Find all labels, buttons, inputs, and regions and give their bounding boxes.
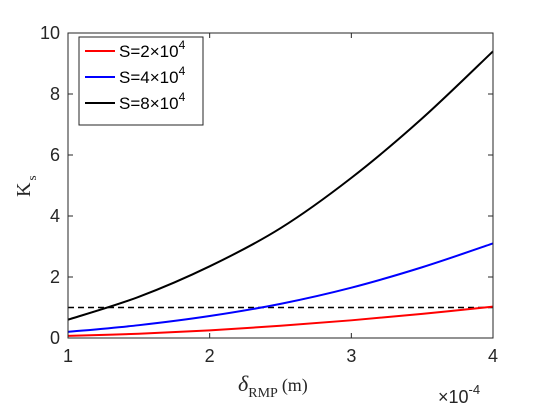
axes: 1 2 3 4 0 2 4 6 8 10 — [40, 23, 498, 366]
y-tick-label: 8 — [50, 84, 60, 104]
x-tick-label: 4 — [488, 346, 498, 366]
x-axis-label-sub: RMP — [248, 386, 278, 401]
legend: S=2×104 S=4×104 S=8×104 — [78, 36, 204, 126]
legend-label: S=2×104 — [119, 38, 186, 61]
y-axis-label-sub: s — [24, 175, 39, 180]
axis-labels: Ks δRMP (m) ×10-4 — [13, 175, 480, 407]
series-line-2 — [67, 242, 494, 333]
legend-label-exponent: 4 — [179, 64, 186, 78]
x-tick-label: 2 — [205, 346, 215, 366]
y-tick-label: 2 — [50, 267, 60, 287]
legend-label-exponent: 4 — [179, 38, 186, 52]
series-line-3 — [67, 50, 494, 321]
x-axis-label: δRMP (m) — [238, 371, 308, 401]
y-axis-label-main: K — [13, 182, 35, 197]
legend-label: S=4×104 — [119, 64, 186, 87]
series-line-1 — [67, 305, 494, 337]
x-exponent-label: ×10-4 — [438, 382, 480, 407]
y-tick-label: 4 — [50, 206, 60, 226]
x-axis-label-main: δ — [238, 371, 249, 396]
legend-label: S=8×104 — [119, 90, 186, 113]
x-exponent-base: ×10 — [438, 387, 469, 407]
y-tick-label: 10 — [40, 23, 60, 43]
x-exponent-power: -4 — [469, 382, 481, 397]
x-tick-label: 3 — [346, 346, 356, 366]
x-axis-label-unit: (m) — [282, 375, 308, 396]
legend-label-exponent: 4 — [179, 90, 186, 104]
y-axis-label: Ks — [13, 175, 39, 197]
plot-area — [67, 50, 494, 337]
axes-box — [67, 32, 494, 339]
y-tick-label: 0 — [50, 328, 60, 348]
y-tick-label: 6 — [50, 145, 60, 165]
x-tick-label: 1 — [63, 346, 73, 366]
